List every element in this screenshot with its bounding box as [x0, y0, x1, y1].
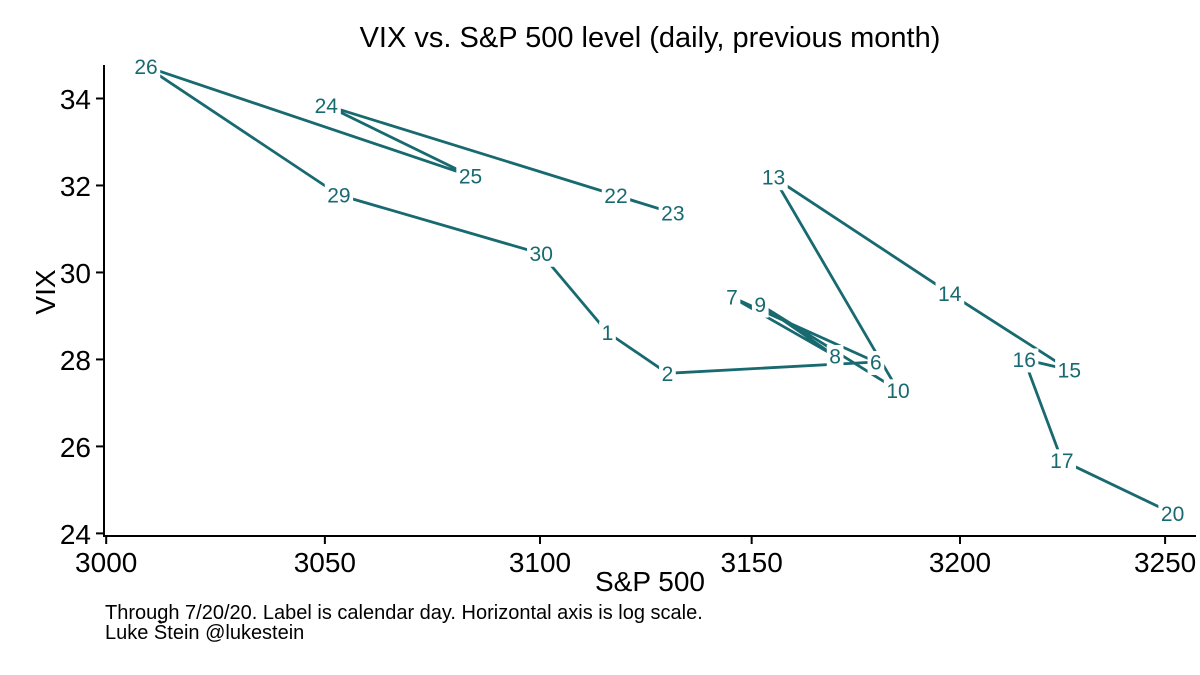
y-tick-label: 26: [60, 432, 91, 463]
point-label-bg: [1010, 348, 1039, 373]
point-label-bg: [456, 164, 485, 189]
point-label: 10: [886, 380, 909, 403]
point-label: 30: [530, 243, 553, 266]
point-label-bg: [601, 184, 631, 209]
point-label: 22: [604, 185, 627, 208]
point-label-bg: [935, 282, 965, 307]
x-tick-label: 3050: [294, 547, 356, 578]
point-label-bg: [826, 344, 844, 369]
y-tick-label: 34: [60, 84, 91, 115]
x-tick-label: 3100: [509, 547, 571, 578]
point-label: 15: [1058, 359, 1081, 382]
caption: Through 7/20/20. Label is calendar day. …: [105, 603, 703, 643]
point-label-bg: [599, 321, 616, 346]
point-label-bg: [131, 55, 161, 80]
y-tick-label: 32: [60, 171, 91, 202]
series-line: [144, 65, 1174, 515]
chart-title: VIX vs. S&P 500 level (daily, previous m…: [359, 22, 941, 54]
point-label: 20: [1161, 503, 1184, 526]
point-label: 14: [938, 283, 962, 306]
point-label: 25: [459, 165, 482, 188]
point-label: 16: [1013, 349, 1036, 372]
point-label: 17: [1050, 450, 1073, 473]
point-label: 29: [327, 185, 350, 208]
point-label-bg: [659, 362, 676, 387]
point-label-bg: [527, 242, 556, 267]
point-label: 2: [662, 363, 674, 386]
y-tick-label: 30: [60, 258, 91, 289]
point-label-bg: [883, 379, 913, 404]
point-label-bg: [867, 351, 885, 376]
y-tick-label: 28: [60, 345, 91, 376]
point-label-bg: [658, 201, 688, 226]
caption-line-1: Through 7/20/20. Label is calendar day. …: [105, 602, 703, 624]
point-label: 6: [870, 352, 882, 375]
point-label: 8: [829, 345, 841, 368]
point-label-bg: [1047, 449, 1077, 474]
point-label: 26: [134, 56, 157, 79]
point-label-bg: [751, 293, 769, 318]
point-label: 1: [602, 322, 614, 345]
point-label: 13: [762, 167, 785, 190]
point-label-bg: [759, 166, 788, 191]
point-label: 7: [726, 287, 738, 310]
x-tick-label: 3200: [929, 547, 991, 578]
x-axis-title: S&P 500: [594, 566, 706, 597]
y-tick-label: 24: [60, 519, 91, 550]
point-label: 23: [661, 202, 684, 225]
point-label-bg: [1055, 358, 1084, 383]
x-tick-label: 3250: [1134, 547, 1196, 578]
point-label-bg: [723, 286, 741, 311]
point-label: 24: [315, 95, 339, 118]
point-label: 9: [754, 294, 766, 317]
x-tick-label: 3000: [75, 547, 137, 578]
point-label-bg: [312, 94, 341, 119]
caption-line-2: Luke Štein @lukestein: [105, 622, 305, 644]
point-label-bg: [324, 184, 354, 209]
point-label-bg: [1158, 502, 1187, 527]
x-tick-label: 3150: [721, 547, 783, 578]
